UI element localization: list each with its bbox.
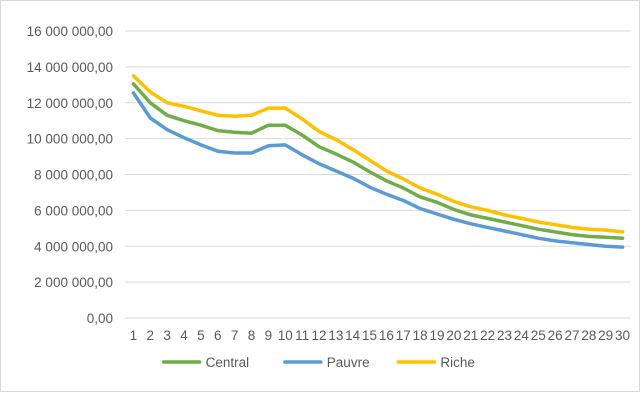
x-tick-label: 18: [413, 328, 428, 343]
x-tick-label: 24: [514, 328, 530, 343]
x-tick-label: 13: [328, 328, 343, 343]
x-tick-label: 4: [180, 328, 188, 343]
x-tick-label: 27: [564, 328, 579, 343]
x-tick-label: 2: [147, 328, 155, 343]
x-tick-label: 11: [295, 328, 309, 343]
x-tick-label: 22: [480, 328, 495, 343]
x-tick-label: 14: [345, 328, 361, 343]
x-tick-label: 8: [248, 328, 256, 343]
x-tick-label: 6: [214, 328, 222, 343]
x-tick-label: 10: [278, 328, 293, 343]
legend-label-pauvre: Pauvre: [327, 355, 370, 370]
legend-label-riche: Riche: [440, 355, 475, 370]
y-axis-tick-labels: 0,00 2 000 000,00 4 000 000,00 6 000 000,00…: [27, 24, 113, 326]
x-tick-label: 20: [446, 328, 461, 343]
x-tick-label: 23: [497, 328, 512, 343]
y-tick-label: 10 000 000,00: [27, 132, 113, 147]
y-tick-label: 6 000 000,00: [34, 203, 113, 218]
x-tick-label: 30: [615, 328, 630, 343]
y-tick-label: 12 000 000,00: [27, 96, 113, 111]
legend: Central Pauvre Riche: [161, 355, 475, 370]
x-tick-label: 26: [548, 328, 563, 343]
x-tick-label: 21: [463, 328, 478, 343]
y-tick-label: 14 000 000,00: [27, 60, 113, 75]
x-tick-label: 1: [130, 328, 138, 343]
y-tick-label: 8 000 000,00: [34, 168, 113, 183]
y-tick-label: 16 000 000,00: [27, 24, 113, 39]
y-tick-label: 2 000 000,00: [34, 275, 113, 290]
x-tick-label: 29: [598, 328, 613, 343]
x-tick-label: 28: [581, 328, 596, 343]
x-tick-label: 15: [362, 328, 377, 343]
x-tick-label: 5: [197, 328, 205, 343]
x-tick-label: 7: [231, 328, 239, 343]
series-line-pauvre: [131, 91, 625, 249]
x-tick-label: 9: [265, 328, 273, 343]
x-tick-label: 25: [531, 328, 546, 343]
x-tick-label: 16: [379, 328, 394, 343]
legend-label-central: Central: [206, 355, 250, 370]
x-tick-label: 17: [396, 328, 411, 343]
y-tick-label: 4 000 000,00: [34, 239, 113, 254]
x-tick-label: 19: [430, 328, 445, 343]
x-axis-tick-labels: 1 2 3 4 5 6 7 8 9 10 11 12 13 14 15 16 17 18 19 20 21 22 23 24 2…: [130, 328, 630, 343]
y-tick-label: 0,00: [87, 311, 113, 326]
x-tick-label: 3: [163, 328, 171, 343]
series-line-riche: [131, 74, 625, 234]
series-lines: [131, 74, 625, 249]
series-line-central: [131, 82, 625, 240]
x-tick-label: 12: [311, 328, 326, 343]
